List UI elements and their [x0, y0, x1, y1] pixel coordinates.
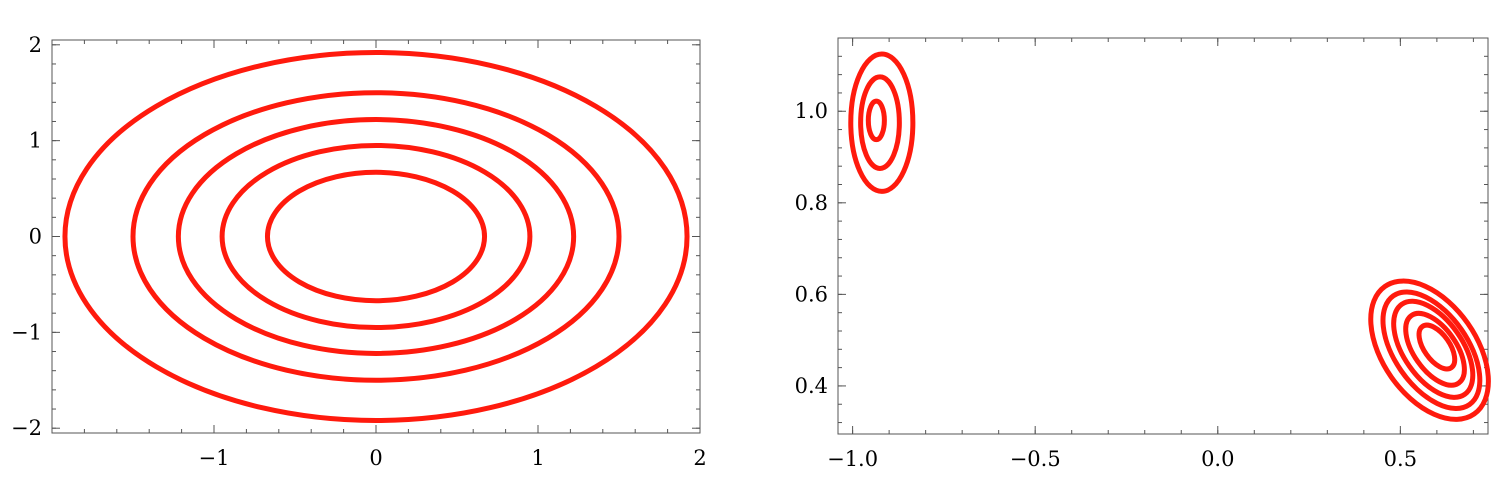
- y-tick-label: 1.0: [795, 99, 828, 123]
- y-tick-label: 0.8: [795, 191, 828, 215]
- contour-line: [848, 51, 916, 194]
- left-contour-panel: −1 0 1 2 −2 −1 0 1 2: [11, 33, 707, 470]
- y-tick-label: 0.6: [795, 282, 828, 306]
- x-tick-label: 2: [693, 446, 706, 470]
- y-tick-label: −1: [11, 320, 42, 344]
- contour-line: [62, 49, 690, 424]
- y-tick-label: 0: [29, 225, 42, 249]
- contour-line: [219, 142, 533, 331]
- contour-line: [1416, 322, 1458, 372]
- x-tick-label: −1.0: [827, 447, 878, 471]
- x-tick-label: 0.5: [1384, 447, 1417, 471]
- contour-line: [1380, 289, 1483, 411]
- x-tick-label: −1: [199, 446, 230, 470]
- x-tick-label: 0: [369, 446, 382, 470]
- contour-line: [175, 117, 577, 356]
- y-tick-label: −2: [11, 416, 42, 440]
- contour-line: [858, 74, 902, 171]
- x-tick-label: 0.0: [1201, 447, 1234, 471]
- y-tick-label: 2: [29, 33, 42, 57]
- y-tick-label: 0.4: [795, 374, 828, 398]
- contour-line: [865, 98, 887, 143]
- contour-line: [130, 90, 622, 383]
- contour-line: [1391, 298, 1476, 400]
- contour-line: [1368, 278, 1491, 422]
- contour-line: [1403, 310, 1467, 388]
- plot-frame: [51, 39, 701, 434]
- x-tick-label: −0.5: [1010, 447, 1061, 471]
- y-tick-label: 1: [29, 129, 42, 153]
- contour-line: [264, 169, 488, 304]
- plot-frame: [837, 37, 1489, 435]
- right-contour-panel: −1.0 −0.5 0.0 0.5 0.4 0.6 0.8 1.0: [795, 37, 1491, 471]
- x-tick-label: 1: [531, 446, 544, 470]
